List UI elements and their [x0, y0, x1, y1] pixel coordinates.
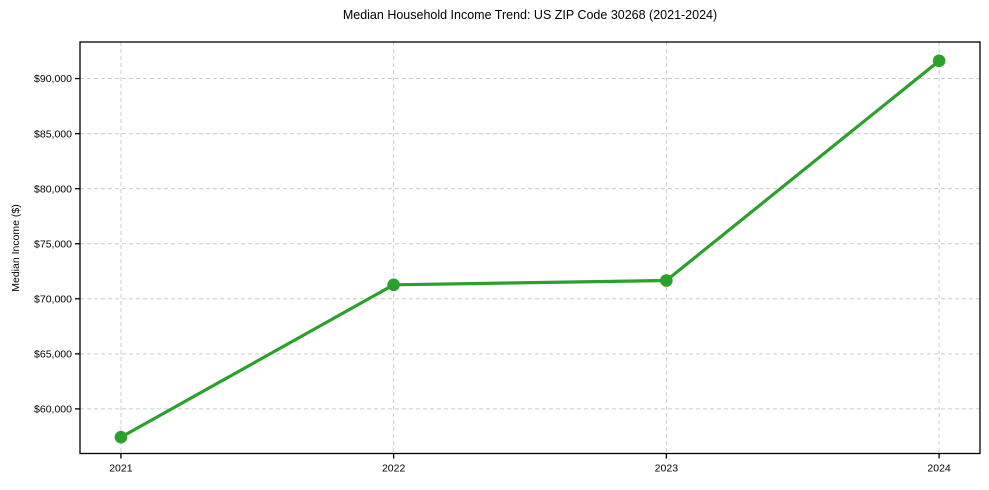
trend-line [120, 59, 941, 439]
y-tick-label: $90,000 [34, 73, 72, 85]
data-point-marker [114, 430, 128, 444]
y-tick-label: $65,000 [34, 349, 72, 361]
x-tick-label: 2023 [655, 463, 679, 475]
y-tick-label: $70,000 [34, 293, 72, 305]
data-point-marker [387, 278, 400, 292]
chart-title: Median Household Income Trend: US ZIP Co… [342, 8, 718, 22]
data-point-marker [660, 274, 673, 287]
data-point-marker [932, 54, 946, 68]
x-tick-label: 2024 [927, 463, 951, 475]
y-tick-label: $75,000 [34, 238, 72, 250]
x-tick-label: 2022 [382, 463, 406, 475]
y-tick-label: $80,000 [34, 183, 72, 195]
y-tick-label: $60,000 [34, 404, 72, 416]
x-tick-label: 2021 [109, 463, 133, 475]
y-tick-label: $85,000 [34, 128, 72, 140]
plot-border [79, 41, 981, 455]
